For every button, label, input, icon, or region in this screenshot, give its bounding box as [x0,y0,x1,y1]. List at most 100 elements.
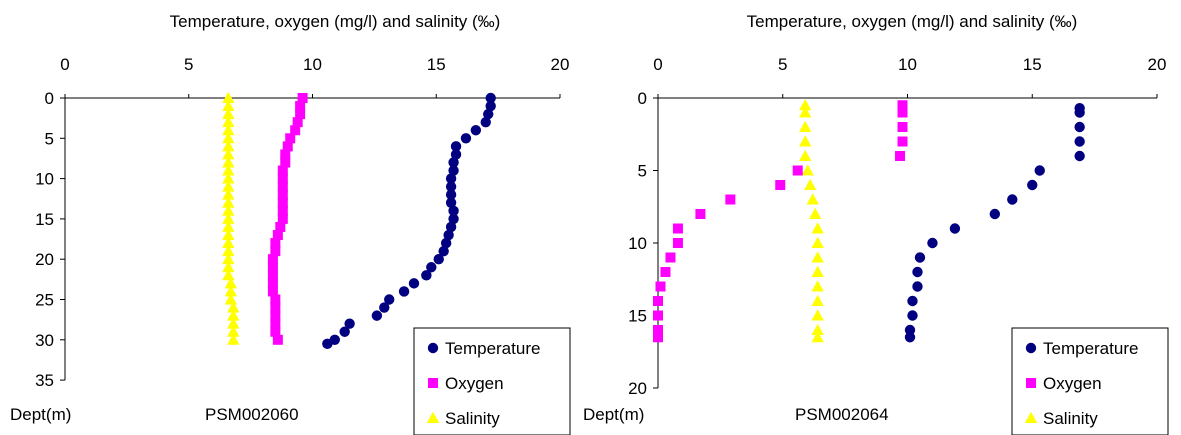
data-point-temperature [445,197,457,208]
data-point-temperature [1027,179,1038,191]
data-point-salinity [222,253,235,265]
chart-title: Temperature, oxygen (mg/l) and salinity … [747,12,1078,31]
data-point-oxygen [292,117,303,128]
legend: Temperature Oxygen Salinity [413,327,571,435]
data-point-temperature [426,262,437,273]
data-point-salinity [222,196,235,208]
y-tick-label: 15 [628,307,647,326]
data-point-salinity [227,317,240,329]
data-point-temperature [1007,194,1018,205]
y-tick-label: 10 [628,234,647,253]
data-point-salinity [806,193,819,205]
legend-label-salinity: Salinity [445,409,500,428]
data-point-temperature [480,116,491,128]
data-point-oxygen [272,334,283,345]
y-tick-label: 5 [638,162,647,181]
x-tick-label: 0 [60,55,69,74]
legend-box [1011,327,1169,435]
data-point-temperature [339,326,350,337]
data-point-salinity [811,236,824,248]
data-point-oxygen [672,238,683,248]
data-point-temperature [448,165,459,176]
data-point-oxygen [775,180,786,190]
data-point-temperature [438,245,449,257]
station-label: PSM002060 [205,405,299,424]
data-point-oxygen [267,254,278,265]
data-point-temperature [912,266,923,278]
data-point-oxygen [270,326,281,337]
y-tick-label: 10 [35,170,54,189]
x-tick-label: 5 [778,55,787,74]
data-point-temperature [433,254,444,265]
data-point-temperature [483,108,494,120]
data-point-temperature [384,294,395,305]
data-point-temperature [440,237,452,249]
data-point-salinity [222,156,235,168]
data-point-salinity [222,148,235,160]
data-point-salinity [224,285,238,297]
y-tick-label: 15 [35,210,54,229]
data-point-salinity [811,309,824,321]
data-point-salinity [222,244,235,257]
data-point-oxygen [277,181,288,192]
data-point-salinity [799,120,812,132]
data-point-salinity [222,204,235,216]
legend-label-temperature: Temperature [1043,339,1138,358]
legend: Temperature Oxygen Salinity [1011,327,1169,435]
data-point-oxygen [277,165,288,176]
data-point-oxygen [665,252,676,263]
y-tick-label: 35 [35,371,54,390]
data-point-salinity [799,135,812,147]
data-point-temperature [927,237,938,249]
data-point-salinity [222,261,235,273]
data-point-temperature [989,208,1001,220]
data-point-salinity [222,164,235,176]
data-point-oxygen [897,122,908,132]
data-point-salinity [222,172,235,184]
y-axis-label: Dept(m) [10,405,71,424]
x-tick-label: 10 [303,55,322,74]
y-tick-label: 20 [628,379,647,398]
data-point-oxygen [270,302,281,313]
data-point-temperature [904,324,916,336]
data-point-temperature [371,310,383,321]
data-point-salinity [222,99,235,112]
data-point-salinity [811,280,824,292]
data-point-temperature [912,281,923,292]
data-point-temperature [379,302,390,313]
chart-panel-left: Temperature, oxygen (mg/l) and salinity … [10,12,571,435]
data-point-salinity [799,99,812,111]
legend-marker-salinity [426,411,440,423]
legend-label-salinity: Salinity [1043,409,1098,428]
data-point-oxygen [280,157,291,168]
data-point-temperature [448,157,459,168]
data-point-temperature [445,181,457,192]
data-point-temperature [445,189,457,200]
data-point-temperature [470,125,482,136]
data-point-oxygen [290,125,301,136]
data-point-temperature [344,318,355,329]
data-point-temperature [443,229,454,241]
chart-title: Temperature, oxygen (mg/l) and salinity … [170,12,501,31]
data-point-salinity [227,301,240,313]
data-point-temperature [1034,165,1045,176]
data-point-oxygen [272,230,283,241]
data-point-salinity [801,164,814,176]
data-point-salinity [222,220,235,232]
legend-marker-oxygen [1026,378,1036,388]
data-point-salinity [227,309,240,321]
data-point-oxygen [295,101,306,112]
data-point-oxygen [897,136,908,147]
y-tick-label: 30 [35,331,54,350]
data-point-temperature [450,141,462,152]
data-point-salinity [799,106,812,118]
data-point-temperature [1074,121,1085,133]
data-point-temperature [904,332,916,343]
data-point-salinity [222,115,235,128]
data-point-oxygen [895,151,906,161]
data-point-salinity [803,178,817,190]
data-point-oxygen [285,133,296,144]
x-tick-label: 15 [427,55,446,74]
data-point-oxygen [267,286,278,297]
data-point-temperature [421,270,432,281]
